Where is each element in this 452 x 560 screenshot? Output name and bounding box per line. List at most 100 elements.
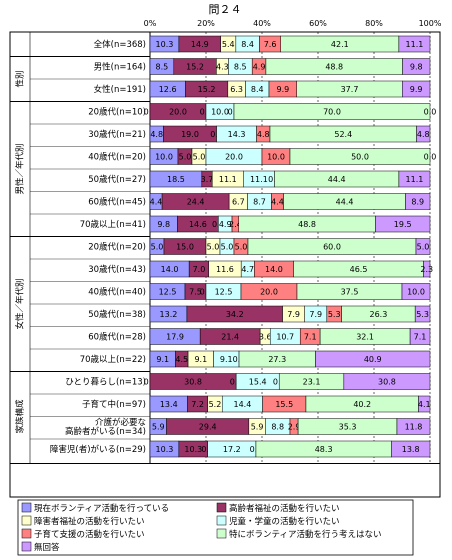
- x-tick-label: 0%: [144, 19, 157, 28]
- legend-label: 特にボランティア活動を行う考えはない: [229, 529, 382, 540]
- data-label: 29.4: [199, 423, 217, 432]
- data-label: 0.0: [424, 153, 437, 162]
- data-label: 10.0: [211, 108, 229, 117]
- data-label: 2.4: [229, 220, 242, 229]
- data-label: 37.5: [341, 288, 359, 297]
- data-label: 9.1: [156, 355, 169, 364]
- data-label: 9.9: [276, 85, 289, 94]
- data-label: 8.4: [251, 85, 264, 94]
- data-label: 21.4: [221, 333, 239, 342]
- data-label: 35.3: [339, 423, 357, 432]
- data-label: 48.8: [325, 63, 343, 72]
- row-label: 子育て中(n=97): [82, 399, 146, 410]
- legend-label: 無回答: [34, 542, 60, 553]
- data-label: 44.4: [328, 175, 346, 184]
- x-tick-label: 60%: [309, 19, 327, 28]
- data-label: 13.8: [402, 445, 420, 454]
- data-label: 7.2: [191, 400, 204, 409]
- data-label: 2.3: [420, 265, 433, 274]
- data-label: 40.2: [353, 400, 371, 409]
- data-label: 15.2: [186, 63, 204, 72]
- data-label: 8.4: [241, 40, 254, 49]
- data-label: 23.1: [303, 378, 321, 387]
- row-label: ひとり暮らし(n=13): [65, 376, 146, 387]
- group-label: 女性／年代別: [15, 278, 26, 329]
- data-label: 13.2: [160, 310, 178, 319]
- legend-box: [17, 499, 414, 556]
- data-label: 19.5: [394, 220, 412, 229]
- data-label: 30.8: [378, 378, 396, 387]
- bar-segment: [401, 283, 431, 300]
- data-label: 11.8: [405, 423, 423, 432]
- chart-title: 問２４: [209, 3, 242, 16]
- data-label: 8.8: [271, 423, 284, 432]
- data-label: 8.5: [234, 63, 247, 72]
- data-label: 5.0: [179, 153, 192, 162]
- legend-label: 児童・学童の活動を行いたい: [229, 516, 340, 527]
- bar-segment: [315, 350, 431, 368]
- data-label: 5.0: [207, 243, 220, 252]
- data-label: 15.4: [249, 378, 267, 387]
- data-label: 11.1: [250, 175, 268, 184]
- data-label: 8.7: [253, 198, 266, 207]
- data-label: 18.5: [167, 175, 185, 184]
- bars: 10.3 14.9 5.4 8.4 7.6 42.1 11.1 8.5 15.2 4.3 8.5 4.…: [144, 35, 437, 458]
- data-label: 52.4: [334, 130, 352, 139]
- data-label: 5.4: [222, 40, 235, 49]
- data-label: 44.4: [336, 198, 354, 207]
- data-label: 14.0: [265, 265, 283, 274]
- x-tick-label: 20%: [197, 19, 215, 28]
- data-label: 20.0: [169, 108, 187, 117]
- data-label: 5.0: [193, 153, 206, 162]
- data-label: 12.5: [215, 288, 233, 297]
- data-label: 9.1: [194, 355, 207, 364]
- data-label: 4.8: [257, 130, 270, 139]
- data-label: 0.0: [424, 108, 437, 117]
- data-label: 4.1: [418, 400, 431, 409]
- data-label: 17.9: [166, 333, 184, 342]
- data-label: 4.3: [216, 63, 229, 72]
- data-label: 5.0: [221, 243, 234, 252]
- data-label: 14.0: [161, 265, 179, 274]
- bar-segment: [415, 238, 431, 255]
- data-label: 4.8: [417, 130, 430, 139]
- data-label: 12.5: [159, 288, 177, 297]
- bar-segment: [405, 193, 431, 210]
- data-label: 4.5: [175, 355, 188, 364]
- data-label: 24.4: [187, 198, 205, 207]
- data-label: 11.1: [406, 175, 424, 184]
- legend-swatch: [21, 502, 32, 513]
- bar-segment: [391, 440, 431, 458]
- data-label: 10.0: [407, 288, 425, 297]
- x-tick-label: 40%: [253, 19, 271, 28]
- data-label: 15.5: [275, 400, 293, 409]
- data-label: 9.9: [410, 85, 423, 94]
- data-label: 6.7: [232, 198, 245, 207]
- chart-frame: [9, 31, 441, 498]
- row-label: 40歳代(n=40): [88, 286, 146, 297]
- data-label: 15.2: [198, 85, 216, 94]
- data-label: 17.2: [223, 445, 241, 454]
- bar-segment: [375, 215, 431, 233]
- data-label: 30.8: [184, 378, 202, 387]
- bar-segment: [398, 35, 431, 53]
- legend-swatch: [21, 515, 32, 526]
- row-label: 20歳代(n=10): [88, 106, 146, 117]
- data-label: 27.3: [268, 355, 286, 364]
- row-separators: [10, 32, 440, 464]
- data-label: 13.4: [160, 400, 178, 409]
- legend-label: 子育て支援の活動を行いたい: [34, 529, 145, 540]
- row-labels: 全体(n=368) 男性(n=164) 女性(n=191) 20歳代(n=10) 30歳…: [50, 39, 146, 455]
- data-label: 6.3: [230, 85, 243, 94]
- data-label: 7.5: [189, 288, 202, 297]
- data-label: 20.0: [225, 153, 243, 162]
- legend-swatch: [216, 515, 227, 526]
- data-label: 32.1: [356, 333, 374, 342]
- x-axis-ticks: 0% 20% 40% 60% 80% 100%: [144, 19, 442, 28]
- data-label: 34.2: [226, 310, 244, 319]
- data-label: 7.1: [304, 333, 317, 342]
- data-label: 14.9: [191, 40, 209, 49]
- data-label: 10.7: [276, 333, 294, 342]
- group-label: 家族構成: [15, 399, 26, 434]
